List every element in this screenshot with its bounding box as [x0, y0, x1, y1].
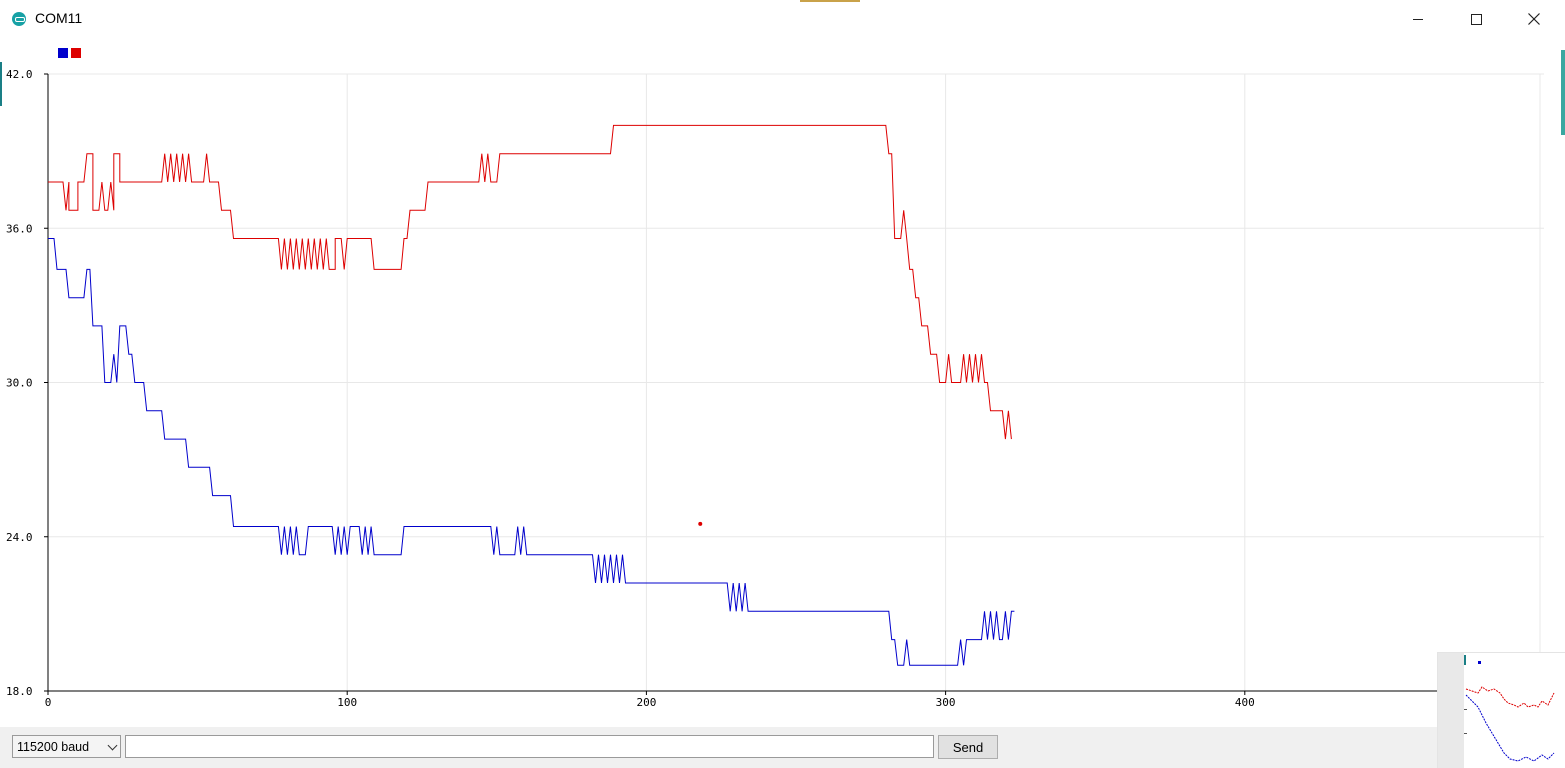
thumbnail-plot — [1464, 655, 1555, 762]
legend-swatch-red — [71, 48, 81, 58]
maximize-icon — [1470, 13, 1482, 25]
y-tick-label: 42.0 — [6, 68, 33, 81]
plot-area: 42.0 36.0 30.0 24.0 18.0 0 100 200 300 400 — [6, 68, 1544, 709]
thumbnail-preview — [1437, 652, 1565, 768]
chevron-down-icon — [107, 740, 118, 751]
left-edge-strip — [0, 62, 2, 106]
right-edge-strip — [1561, 50, 1565, 135]
send-input[interactable] — [125, 735, 934, 758]
baud-rate-select[interactable]: 115200 baud — [12, 735, 121, 758]
y-tick-label: 24.0 — [6, 531, 33, 544]
x-tick-label: 100 — [337, 696, 357, 709]
minimize-icon — [1413, 18, 1423, 20]
thumbnail-sidebar — [1438, 653, 1464, 768]
y-tick-label: 36.0 — [6, 222, 33, 235]
series-line-2 — [48, 238, 1015, 666]
close-button[interactable] — [1505, 0, 1563, 38]
window-title: COM11 — [35, 10, 83, 26]
y-tick-label: 30.0 — [6, 377, 33, 390]
title-accent-line — [800, 0, 860, 2]
x-tick-label: 0 — [45, 696, 52, 709]
close-icon — [1528, 13, 1540, 25]
arduino-icon — [12, 12, 26, 26]
x-tick-label: 400 — [1235, 696, 1255, 709]
legend-swatch-blue — [58, 48, 68, 58]
x-tick-label: 300 — [936, 696, 956, 709]
minimize-button[interactable] — [1389, 0, 1447, 38]
send-button[interactable]: Send — [938, 735, 998, 759]
maximize-button[interactable] — [1447, 0, 1505, 38]
y-tick-label: 18.0 — [6, 685, 33, 698]
x-tick-label: 200 — [636, 696, 656, 709]
series-point — [698, 521, 703, 526]
series-line-1 — [48, 124, 1012, 440]
baud-rate-value: 115200 baud — [17, 739, 90, 754]
title-bar: COM11 — [0, 0, 1565, 38]
